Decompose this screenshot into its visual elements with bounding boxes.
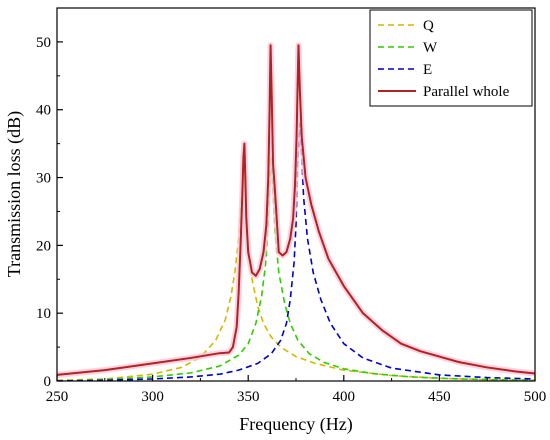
x-axis-title: Frequency (Hz) [239,414,352,435]
x-tick-label: 250 [46,389,69,405]
x-tick-label: 500 [524,389,547,405]
x-axis-ticks: 250 300 350 400 450 500 [46,375,547,405]
y-axis-ticks: 0 10 20 30 40 50 [36,35,63,390]
legend-label-e: E [423,62,432,78]
series-line-q [57,169,535,381]
y-tick-label: 20 [36,238,51,254]
legend-label-parallel-whole: Parallel whole [423,84,510,100]
y-tick-label: 40 [36,103,51,119]
x-tick-label: 400 [333,389,356,405]
legend-label-q: Q [423,18,434,34]
legend: QWE Parallel whole [369,9,533,107]
y-tick-label: 50 [36,35,51,51]
x-tick-label: 300 [141,389,164,405]
x-tick-label: 350 [237,389,260,405]
x-tick-label: 450 [428,389,451,405]
y-tick-label: 30 [36,171,51,187]
y-tick-label: 10 [36,306,51,322]
legend-label-w: W [423,40,438,56]
series-line-parallel-whole [57,44,535,376]
y-axis-title: Transmission loss (dB) [4,111,25,277]
y-tick-label: 0 [44,374,52,390]
series-layer [57,42,535,381]
